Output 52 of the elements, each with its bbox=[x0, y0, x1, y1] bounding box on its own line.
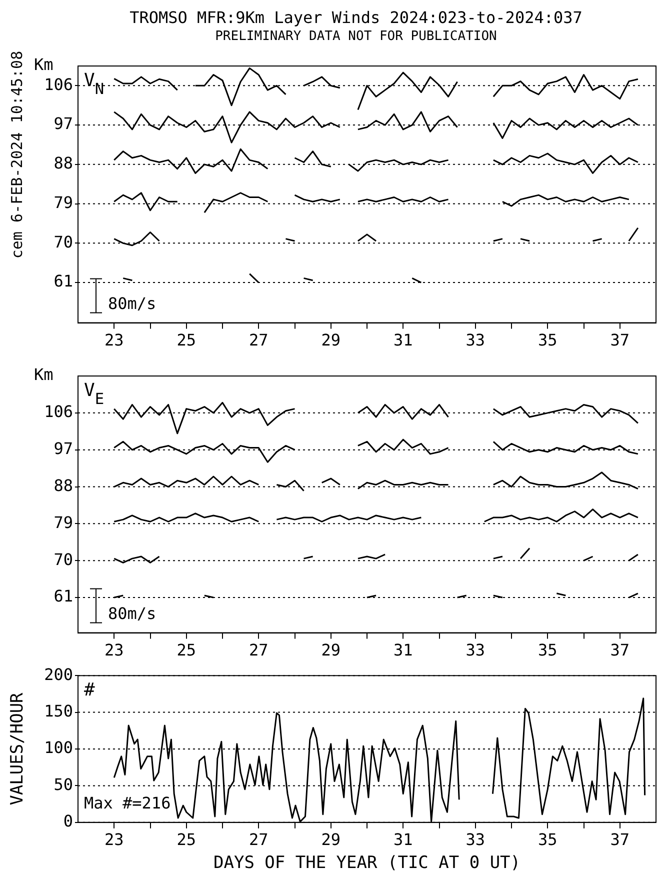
x-tick-label: 23 bbox=[104, 830, 124, 850]
x-tick-label: 29 bbox=[321, 330, 341, 350]
annotation: 80m/s bbox=[108, 604, 156, 623]
x-tick-label: 35 bbox=[538, 640, 558, 660]
x-tick-label: 25 bbox=[176, 830, 196, 850]
chart-title: TROMSO MFR:9Km Layer Winds 2024:023-to-2024:037 bbox=[128, 8, 584, 27]
x-tick-label: 33 bbox=[466, 330, 486, 350]
y-tick-label: 61 bbox=[54, 586, 73, 606]
x-tick-label: 35 bbox=[538, 330, 558, 350]
y-tick-label: 88 bbox=[54, 476, 73, 495]
y-tick-label: 97 bbox=[54, 114, 73, 134]
x-tick-label: 27 bbox=[248, 640, 268, 660]
y-tick-label: 106 bbox=[44, 74, 73, 94]
annotation: 80m/s bbox=[108, 294, 156, 313]
annotation: Max #=216 bbox=[84, 793, 171, 812]
x-tick-label: 29 bbox=[321, 640, 341, 660]
y-tick-label: 70 bbox=[54, 232, 73, 252]
x-axis-title: DAYS OF THE YEAR (TIC AT 0 UT) bbox=[213, 853, 521, 874]
chart-subtitle: PRELIMINARY DATA NOT FOR PUBLICATION bbox=[214, 29, 498, 44]
x-tick-label: 31 bbox=[393, 640, 413, 660]
y-tick-label: 70 bbox=[54, 550, 73, 569]
x-tick-label: 37 bbox=[610, 830, 630, 850]
y-tick-label: 97 bbox=[54, 438, 73, 458]
y-axis-title: VALUES/HOUR bbox=[8, 692, 28, 806]
x-tick-label: 33 bbox=[466, 640, 486, 660]
x-tick-label: 37 bbox=[610, 640, 630, 660]
x-tick-label: 37 bbox=[610, 330, 630, 350]
x-tick-label: 27 bbox=[248, 330, 268, 350]
y-axis-title: Km bbox=[34, 55, 54, 74]
y-tick-label: 106 bbox=[44, 402, 73, 422]
text: cem 6-FEB-2024 10:45:08 bbox=[8, 50, 26, 259]
x-tick-label: 33 bbox=[466, 830, 486, 850]
y-tick-label: 61 bbox=[54, 272, 73, 291]
x-tick-label: 25 bbox=[176, 640, 196, 660]
y-tick-label: 100 bbox=[44, 738, 73, 758]
x-tick-label: 23 bbox=[104, 330, 124, 350]
x-tick-label: 31 bbox=[393, 330, 413, 350]
x-tick-label: 35 bbox=[538, 830, 558, 850]
x-tick-label: 31 bbox=[393, 830, 413, 850]
y-tick-label: 50 bbox=[54, 774, 73, 794]
x-tick-label: 27 bbox=[248, 830, 268, 850]
x-tick-label: 29 bbox=[321, 830, 341, 850]
y-tick-label: 79 bbox=[54, 192, 73, 212]
y-tick-label: 88 bbox=[54, 154, 73, 173]
annotation: # bbox=[84, 680, 95, 701]
y-tick-label: 200 bbox=[44, 664, 73, 684]
x-tick-label: 23 bbox=[104, 640, 124, 660]
y-axis-title: Km bbox=[34, 365, 54, 384]
y-tick-label: 79 bbox=[54, 512, 73, 532]
y-tick-label: 150 bbox=[44, 701, 73, 720]
y-tick-label: 0 bbox=[63, 812, 73, 831]
x-tick-label: 25 bbox=[176, 330, 196, 350]
